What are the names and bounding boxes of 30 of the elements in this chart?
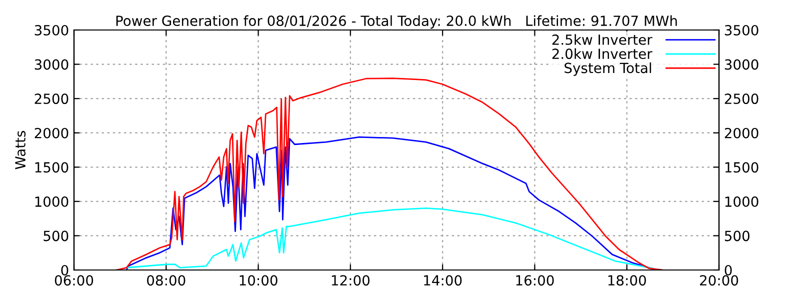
y-tick-label: 3000 bbox=[34, 59, 68, 70]
y-axis-title: Watts bbox=[15, 130, 26, 170]
y-tick-label: 0 bbox=[61, 264, 68, 276]
x-tick-label: 20:00 bbox=[700, 275, 738, 286]
x-tick-label: 10:00 bbox=[240, 275, 278, 286]
y-tick-label: 2500 bbox=[34, 94, 68, 104]
y2-tick-label: 2500 bbox=[724, 94, 758, 104]
chart-title: Power Generation for 08/01/2026 - Total Today: 20.0 kWh Lifetime: 91.707 MWh bbox=[116, 15, 677, 29]
y2-tick-label: 1500 bbox=[725, 162, 758, 173]
y-tick-label: 500 bbox=[44, 230, 68, 242]
y2-tick-label: 1000 bbox=[725, 196, 758, 207]
y-tick-label: 2000 bbox=[34, 128, 68, 138]
y2-tick-label: 0 bbox=[724, 264, 732, 276]
line-series bbox=[116, 78, 664, 270]
x-tick-label: 18:00 bbox=[608, 275, 646, 286]
y-tick-label: 1500 bbox=[35, 162, 68, 173]
y2-tick-label: 3500 bbox=[724, 24, 758, 36]
legend-label: System Total bbox=[564, 62, 652, 76]
legend-label: 2.5kw Inverter bbox=[552, 34, 652, 45]
x-tick-label: 08:00 bbox=[147, 275, 186, 286]
x-tick-label: 14:00 bbox=[424, 275, 462, 286]
x-tick-label: 12:00 bbox=[332, 275, 370, 286]
y2-tick-label: 2000 bbox=[724, 128, 758, 138]
y-tick-label: 1000 bbox=[35, 196, 68, 207]
y-tick-label: 3500 bbox=[34, 24, 68, 36]
legend-label: 2.0kw Inverter bbox=[552, 48, 652, 60]
y2-tick-label: 500 bbox=[724, 230, 750, 242]
x-tick-label: 06:00 bbox=[54, 275, 94, 286]
x-tick-label: 16:00 bbox=[516, 275, 554, 286]
y2-tick-label: 3000 bbox=[724, 59, 758, 70]
